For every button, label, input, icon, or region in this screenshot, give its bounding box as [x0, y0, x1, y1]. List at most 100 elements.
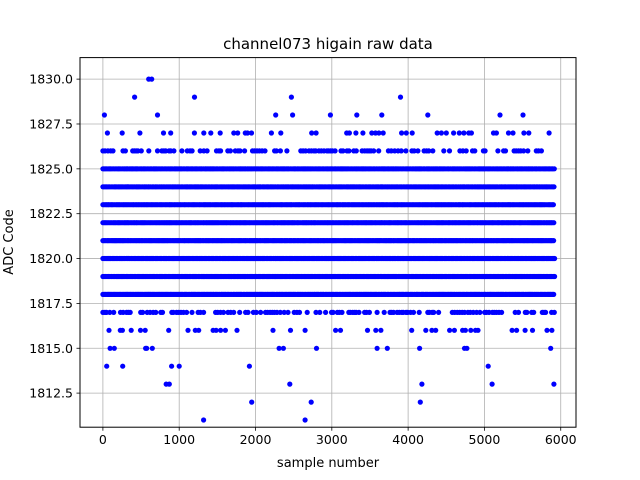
data-point [438, 130, 444, 136]
data-point [327, 112, 333, 118]
data-point [213, 327, 219, 333]
data-point [309, 130, 315, 136]
data-point [443, 130, 449, 136]
data-point [288, 94, 294, 100]
data-point [184, 309, 190, 315]
data-point [340, 148, 346, 154]
data-point [346, 130, 352, 136]
data-point [138, 148, 144, 154]
data-point [538, 148, 545, 154]
data-point [524, 309, 530, 315]
data-point [237, 148, 243, 154]
data-point [149, 345, 155, 351]
data-point [364, 327, 371, 333]
data-point [237, 309, 243, 315]
data-point [376, 130, 382, 136]
x-axis-title: sample number [277, 456, 380, 471]
data-point [235, 130, 241, 136]
data-point [551, 238, 557, 244]
data-point [502, 148, 509, 154]
data-point [353, 130, 359, 136]
data-point [505, 130, 512, 136]
data-point [308, 399, 314, 405]
data-point [431, 309, 437, 315]
data-point [197, 148, 203, 154]
x-tick-label: 2000 [240, 432, 272, 447]
data-point [374, 309, 380, 315]
data-point [464, 345, 470, 351]
y-tick-label: 1817.5 [29, 296, 73, 311]
data-point [189, 148, 195, 154]
data-point [169, 363, 175, 369]
data-point [171, 148, 177, 154]
data-point [360, 130, 366, 136]
data-point [356, 309, 362, 315]
data-point [525, 148, 531, 154]
data-point [323, 309, 329, 315]
data-point [475, 327, 481, 333]
data-point [550, 202, 557, 208]
data-point [552, 255, 558, 262]
data-point [127, 309, 133, 315]
data-point [137, 327, 144, 333]
data-point [222, 327, 228, 333]
data-point [403, 148, 409, 154]
data-point [548, 345, 554, 351]
data-point [468, 130, 474, 136]
data-point [106, 327, 112, 333]
y-tick-label: 1830.0 [29, 72, 73, 87]
data-point [429, 327, 435, 333]
data-point [107, 309, 113, 315]
data-point [111, 309, 117, 315]
data-point [330, 309, 336, 315]
data-point [253, 309, 259, 315]
data-point [101, 112, 107, 118]
data-point [546, 130, 552, 136]
data-point [246, 363, 252, 369]
data-point [332, 148, 338, 154]
data-point [201, 130, 207, 136]
data-point [302, 417, 308, 423]
data-point [436, 309, 442, 315]
data-point [416, 309, 422, 315]
data-point [313, 130, 319, 136]
data-point [451, 327, 457, 333]
data-point [419, 381, 425, 387]
data-point [551, 184, 557, 190]
data-point [434, 130, 440, 136]
data-point [189, 309, 195, 315]
data-point [313, 345, 320, 351]
data-point [231, 309, 237, 315]
data-point [234, 327, 240, 333]
data-point [531, 309, 537, 315]
y-tick-label: 1812.5 [29, 386, 73, 401]
data-point [273, 112, 279, 118]
data-point [140, 309, 146, 315]
data-point [497, 112, 503, 118]
data-point [201, 417, 207, 423]
data-point [191, 130, 197, 136]
data-point [384, 345, 390, 351]
data-point [201, 309, 207, 315]
data-point [296, 309, 303, 315]
y-axis-title: ADC Code [2, 209, 17, 274]
data-point [495, 148, 501, 154]
data-point [411, 148, 417, 154]
data-point [544, 327, 550, 333]
data-point [379, 112, 385, 118]
data-point [154, 112, 161, 118]
chart-title: channel073 higain raw data [223, 35, 433, 53]
data-point [273, 148, 279, 154]
plot-frame [79, 57, 577, 428]
data-point [249, 399, 255, 405]
data-point [522, 327, 528, 333]
data-point [485, 363, 491, 369]
data-point [509, 327, 515, 333]
data-point [371, 148, 377, 154]
data-point [433, 327, 439, 333]
data-point [313, 309, 319, 315]
data-point [549, 327, 555, 333]
data-point [381, 309, 387, 315]
data-point [160, 130, 167, 136]
